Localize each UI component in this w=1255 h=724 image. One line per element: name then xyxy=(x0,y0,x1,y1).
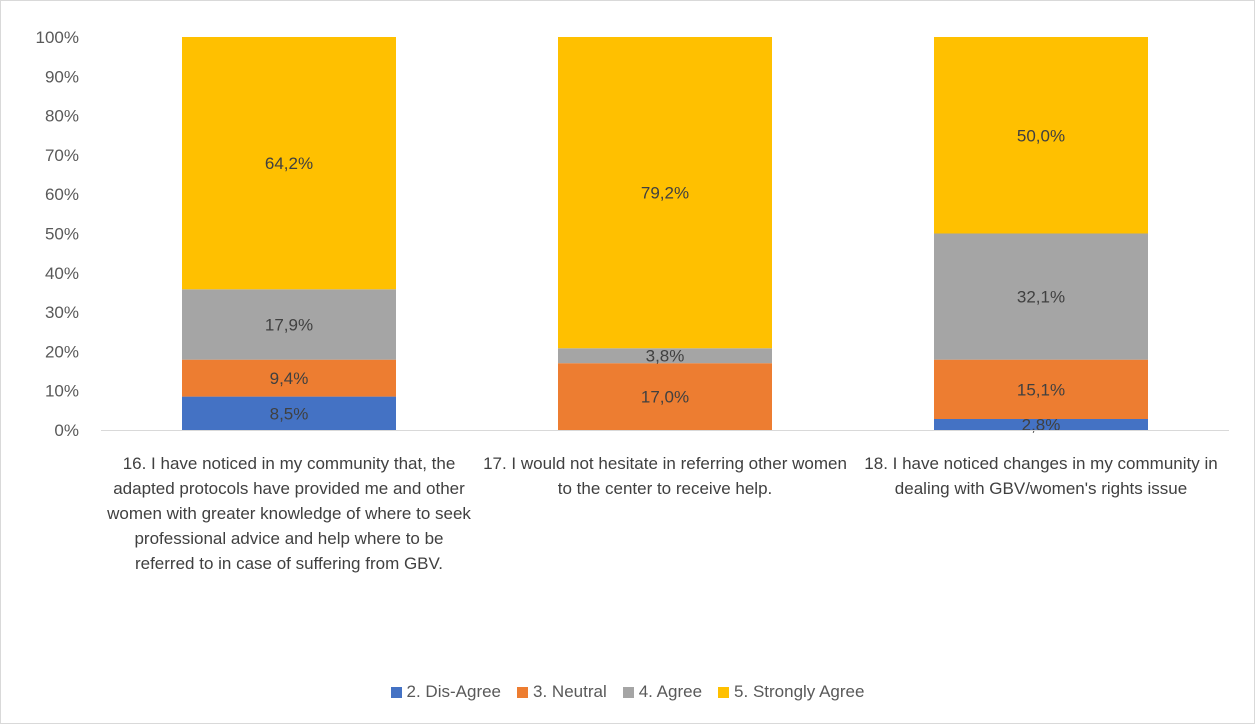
legend-item: 4. Agree xyxy=(622,682,703,702)
y-tick-label: 20% xyxy=(45,342,79,361)
y-tick-label: 50% xyxy=(45,225,79,244)
legend-label: 5. Strongly Agree xyxy=(734,682,865,701)
x-category-label: 16. I have noticed in my community that,… xyxy=(107,454,471,573)
bar-segment-1-category-3 xyxy=(934,418,1148,430)
y-tick-label: 90% xyxy=(45,67,79,86)
bar-segment-4-category-3 xyxy=(934,37,1148,234)
legend-label: 3. Neutral xyxy=(533,682,607,701)
bar-segment-4-category-2 xyxy=(558,37,772,349)
y-tick-label: 0% xyxy=(54,421,79,440)
data-label: 17,0% xyxy=(641,388,689,407)
legend-swatch xyxy=(517,686,529,698)
data-label: 64,2% xyxy=(265,154,313,173)
data-label: 17,9% xyxy=(265,315,313,334)
legend-swatch xyxy=(390,686,402,698)
data-label: 3,8% xyxy=(646,347,685,366)
y-tick-label: 70% xyxy=(45,146,79,165)
bar-segment-3-category-3 xyxy=(934,233,1148,360)
legend-item: 3. Neutral xyxy=(517,682,607,702)
bar-segment-4-category-1 xyxy=(182,37,396,290)
bar-segment-3-category-1 xyxy=(182,289,396,360)
data-label: 50,0% xyxy=(1017,126,1065,145)
legend-item: 2. Dis-Agree xyxy=(390,682,502,702)
bar-segment-2-category-3 xyxy=(934,359,1148,419)
data-label: 9,4% xyxy=(270,369,309,388)
legend-label: 4. Agree xyxy=(638,682,703,701)
y-tick-label: 40% xyxy=(45,264,79,283)
bar-segment-2-category-2 xyxy=(558,363,772,430)
legend-label: 2. Dis-Agree xyxy=(406,682,502,701)
bar-segment-2-category-1 xyxy=(182,359,396,397)
data-label: 2,8% xyxy=(1022,415,1061,434)
data-label: 79,2% xyxy=(641,184,689,203)
data-label: 8,5% xyxy=(270,404,309,423)
legend-swatch xyxy=(718,686,730,698)
data-label: 15,1% xyxy=(1017,380,1065,399)
y-tick-label: 60% xyxy=(45,185,79,204)
y-tick-label: 10% xyxy=(45,382,79,401)
legend-swatch xyxy=(622,686,634,698)
x-category-label: 17. I would not hesitate in referring ot… xyxy=(483,454,847,498)
bar-segment-1-category-1 xyxy=(182,396,396,430)
y-tick-label: 100% xyxy=(36,28,79,47)
legend: 2. Dis-Agree 3. Neutral 4. Agree 5. Strongl… xyxy=(1,682,1254,702)
y-tick-label: 30% xyxy=(45,303,79,322)
bar-segment-3-category-2 xyxy=(558,348,772,364)
data-label: 32,1% xyxy=(1017,288,1065,307)
legend-item: 5. Strongly Agree xyxy=(718,682,864,702)
x-category-label: 18. I have noticed changes in my communi… xyxy=(864,454,1218,498)
y-tick-label: 80% xyxy=(45,107,79,126)
